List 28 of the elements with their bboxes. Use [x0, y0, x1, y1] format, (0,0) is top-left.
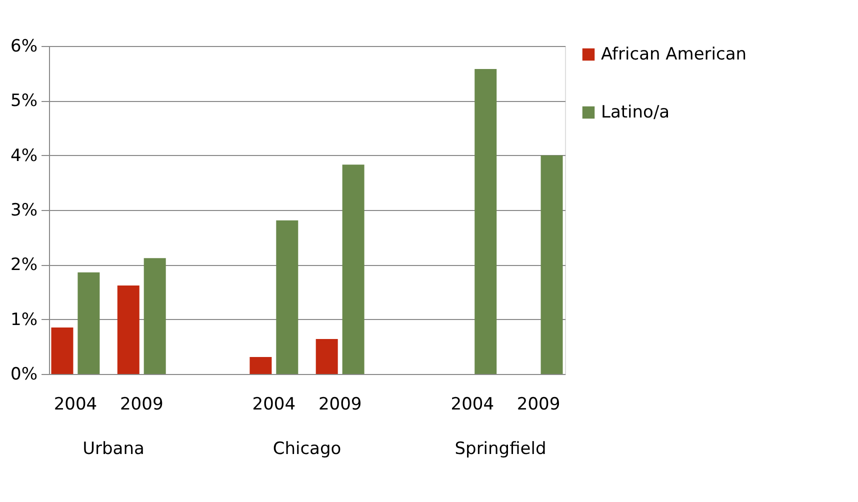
y-tick-label: 5%	[10, 91, 38, 112]
x-tick-label: 2004	[450, 394, 494, 414]
legend-label: Latino/a	[601, 102, 670, 122]
text: Urbana	[82, 439, 144, 459]
text: Springfield	[454, 439, 546, 459]
text: Chicago	[272, 439, 342, 459]
bar	[250, 357, 272, 374]
bar	[117, 285, 140, 374]
bar	[342, 164, 364, 374]
y-tick-label: 0%	[10, 364, 38, 384]
y-tick-label: 1%	[10, 310, 38, 330]
x-tick-label: 2009	[516, 394, 560, 414]
bar	[78, 272, 100, 374]
x-tick-label: 2009	[120, 394, 164, 414]
x-tick-label: 2004	[54, 394, 98, 414]
x-tick-label: 2009	[318, 394, 362, 414]
bar	[316, 339, 338, 374]
legend-label: African American	[601, 44, 747, 64]
y-tick-label: 3%	[10, 200, 38, 220]
y-tick-label: 4%	[10, 146, 38, 166]
bar	[474, 68, 497, 374]
bar	[276, 220, 298, 374]
y-tick-label: 2%	[10, 255, 38, 276]
y-tick-label: 6%	[10, 36, 38, 56]
bar	[51, 328, 74, 374]
bar	[540, 155, 563, 374]
bar	[144, 258, 166, 374]
x-tick-label: 2004	[252, 394, 296, 414]
